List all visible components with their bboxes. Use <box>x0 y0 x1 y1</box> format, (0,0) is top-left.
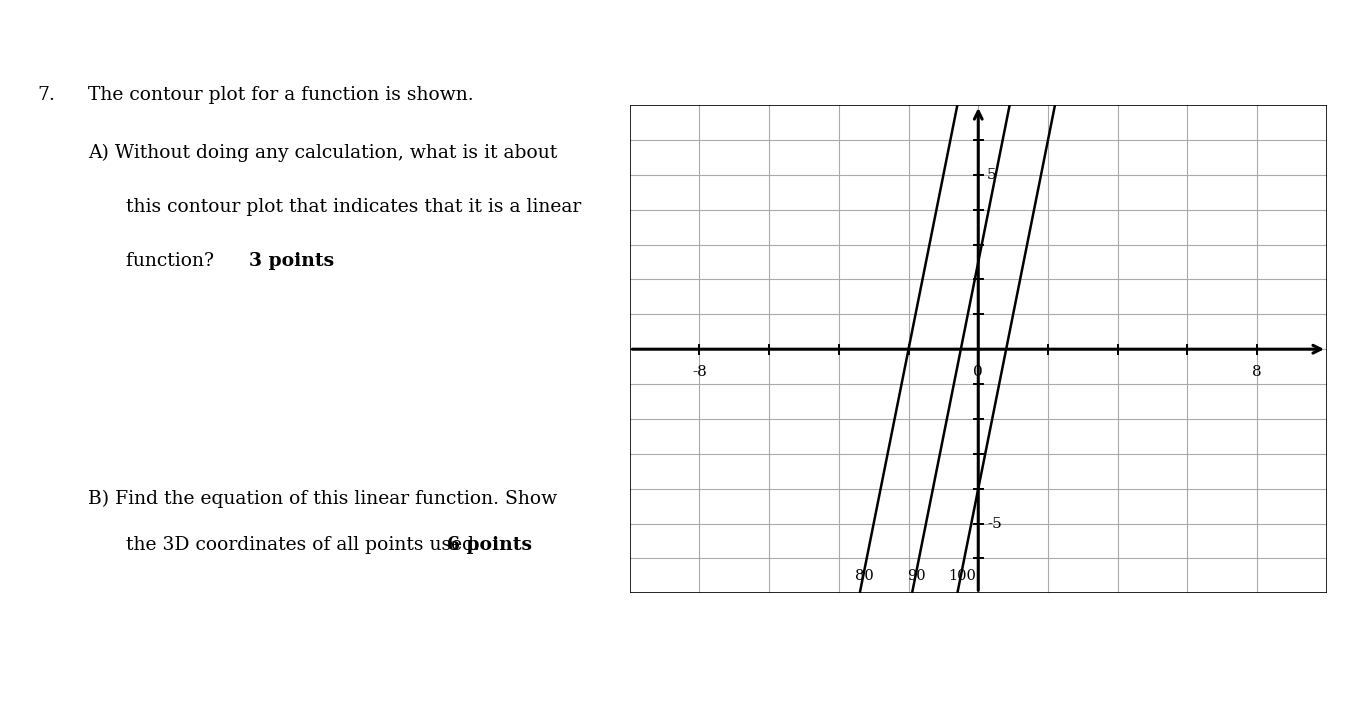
Text: A) Without doing any calculation, what is it about: A) Without doing any calculation, what i… <box>88 144 558 162</box>
Text: 80: 80 <box>856 569 873 583</box>
Text: function?: function? <box>126 252 219 270</box>
Text: 3 points: 3 points <box>249 252 334 270</box>
Text: 7.: 7. <box>38 86 56 104</box>
Text: the 3D coordinates of all points used.: the 3D coordinates of all points used. <box>126 536 486 554</box>
Text: -8: -8 <box>692 365 707 379</box>
Text: B) Find the equation of this linear function. Show: B) Find the equation of this linear func… <box>88 490 558 508</box>
Text: 8: 8 <box>1252 365 1262 379</box>
Text: The contour plot for a function is shown.: The contour plot for a function is shown… <box>88 86 474 104</box>
Text: this contour plot that indicates that it is a linear: this contour plot that indicates that it… <box>126 198 581 216</box>
Text: 5: 5 <box>987 168 997 182</box>
Text: 0: 0 <box>974 365 983 379</box>
Text: 90: 90 <box>907 569 926 583</box>
Text: 6 points: 6 points <box>447 536 532 554</box>
Text: -5: -5 <box>987 516 1002 531</box>
Text: 100: 100 <box>948 569 976 583</box>
